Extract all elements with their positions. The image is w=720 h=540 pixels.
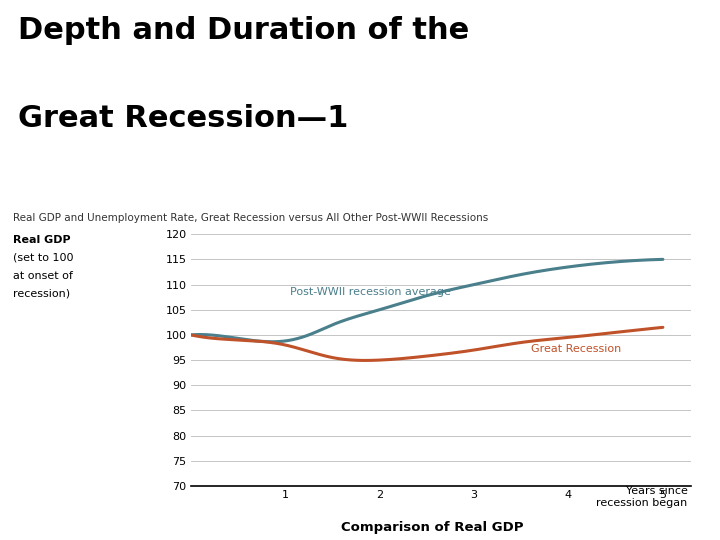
Text: at onset of: at onset of: [13, 271, 73, 281]
Text: Real GDP and Unemployment Rate, Great Recession versus All Other Post-WWII Reces: Real GDP and Unemployment Rate, Great Re…: [13, 213, 488, 224]
Text: (set to 100: (set to 100: [13, 253, 73, 263]
Text: Years since
recession began: Years since recession began: [596, 486, 688, 508]
Text: Great Recession—1: Great Recession—1: [18, 104, 348, 133]
Text: recession): recession): [13, 288, 70, 299]
Text: Depth and Duration of the: Depth and Duration of the: [18, 16, 469, 45]
Text: Great Recession: Great Recession: [531, 344, 621, 354]
Text: Comparison of Real GDP: Comparison of Real GDP: [341, 521, 523, 534]
Text: Real GDP: Real GDP: [13, 235, 71, 245]
Text: Post-WWII recession average: Post-WWII recession average: [290, 287, 451, 297]
